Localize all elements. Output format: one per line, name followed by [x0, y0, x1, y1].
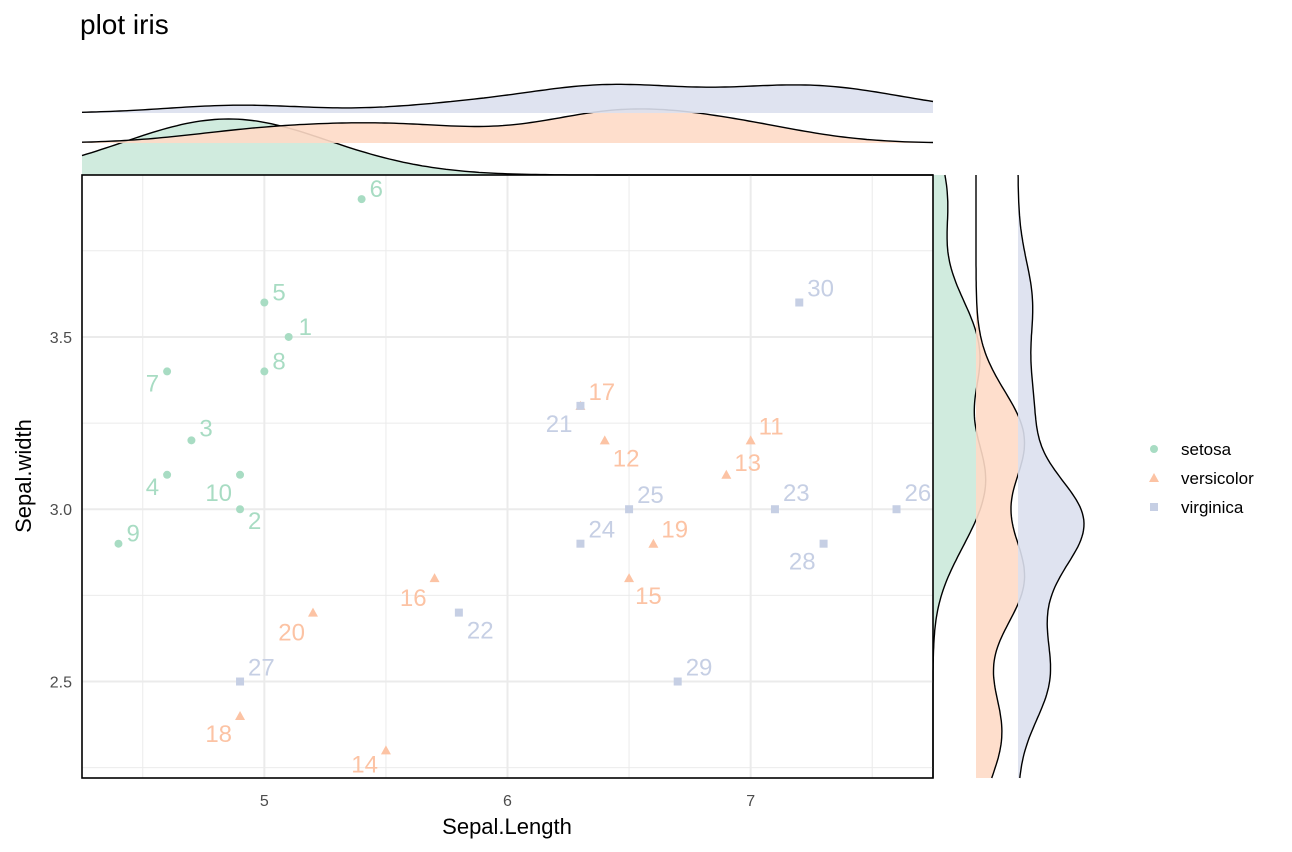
point-label: 5: [272, 279, 285, 306]
legend-label-setosa: setosa: [1181, 440, 1232, 459]
point-label: 24: [588, 517, 615, 544]
point-versicolor: [380, 745, 391, 755]
legend-key-virginica: [1150, 503, 1158, 511]
point-setosa: [236, 505, 245, 514]
point-setosa: [284, 332, 293, 341]
point-setosa: [236, 470, 245, 479]
point-label: 23: [783, 480, 810, 507]
point-setosa: [114, 539, 123, 548]
point-versicolor: [624, 573, 635, 583]
point-label: 3: [199, 415, 212, 442]
point-label: 26: [905, 480, 932, 507]
point-virginica: [625, 505, 634, 514]
point-label: 25: [637, 482, 664, 509]
top-density-line-versicolor: [81, 108, 934, 144]
y-tick-label: 2.5: [50, 675, 72, 692]
point-versicolor: [721, 469, 732, 479]
point-versicolor: [307, 607, 318, 617]
point-setosa: [163, 470, 172, 479]
point-label: 18: [205, 721, 232, 748]
top-density-fill-virginica: [82, 84, 933, 113]
point-label: 15: [635, 583, 662, 610]
point-versicolor: [235, 710, 246, 720]
point-label: 19: [661, 517, 688, 544]
right-density-fill-virginica: [1018, 175, 1084, 778]
point-label: 2: [248, 508, 261, 535]
point-label: 20: [278, 620, 305, 647]
legend-label-versicolor: versicolor: [1181, 469, 1254, 488]
point-virginica: [236, 677, 245, 686]
point-virginica: [576, 401, 585, 410]
point-setosa: [187, 436, 196, 445]
right-marginal-density: [932, 174, 1085, 779]
point-virginica: [819, 539, 828, 548]
point-versicolor: [648, 538, 659, 548]
point-setosa: [357, 195, 366, 204]
point-label: 28: [789, 549, 816, 576]
point-label: 30: [807, 275, 834, 302]
point-virginica: [576, 539, 585, 548]
point-label: 10: [205, 480, 232, 507]
point-setosa: [260, 298, 269, 307]
right-density-fill-versicolor: [976, 175, 1025, 778]
chart-title: plot iris: [80, 9, 169, 40]
point-label: 27: [248, 655, 275, 682]
grid-lines: [82, 175, 933, 778]
point-label: 11: [759, 413, 784, 440]
axis-ticks: 5 6 7 2.5 3.0 3.5: [50, 330, 755, 810]
x-tick-label: 5: [260, 793, 269, 810]
legend-key-setosa: [1150, 445, 1158, 453]
y-tick-label: 3.0: [50, 502, 72, 519]
legend-label-virginica: virginica: [1181, 498, 1244, 517]
point-label: 9: [126, 521, 139, 548]
point-virginica: [795, 298, 804, 307]
plot-panel-border: [81, 174, 934, 779]
point-versicolor: [745, 435, 756, 445]
right-density-line-virginica: [1017, 174, 1085, 779]
legend: setosa versicolor virginica: [1149, 440, 1254, 517]
top-density-line-virginica: [81, 83, 934, 113]
point-virginica: [673, 677, 682, 686]
point-virginica: [770, 505, 779, 514]
right-density-fill-setosa: [933, 175, 986, 778]
point-label: 4: [146, 474, 159, 501]
point-label: 1: [299, 314, 312, 341]
legend-key-versicolor: [1149, 473, 1159, 482]
point-label: 21: [546, 411, 573, 438]
point-virginica: [454, 608, 463, 617]
x-tick-label: 6: [503, 793, 512, 810]
point-label: 8: [272, 348, 285, 375]
point-versicolor: [599, 435, 610, 445]
point-label: 22: [467, 618, 494, 645]
point-label: 12: [613, 445, 640, 472]
point-label: 6: [370, 176, 383, 203]
point-setosa: [260, 367, 269, 376]
right-density-line-versicolor: [975, 175, 1026, 779]
y-tick-label: 3.5: [50, 330, 72, 347]
x-axis-title: Sepal.Length: [442, 814, 572, 839]
point-setosa: [163, 367, 172, 376]
point-label: 14: [351, 751, 378, 778]
point-label: 29: [686, 655, 713, 682]
scatter-points: [114, 195, 901, 755]
point-label: 13: [734, 450, 761, 477]
x-tick-label: 7: [746, 793, 755, 810]
point-label: 17: [588, 379, 615, 406]
point-label: 16: [400, 585, 427, 612]
point-label: 7: [146, 370, 159, 397]
point-virginica: [892, 505, 901, 514]
y-axis-title: Sepal.width: [11, 419, 36, 533]
top-marginal-density: [81, 83, 934, 176]
point-versicolor: [429, 573, 440, 583]
top-density-fill-versicolor: [82, 108, 933, 143]
